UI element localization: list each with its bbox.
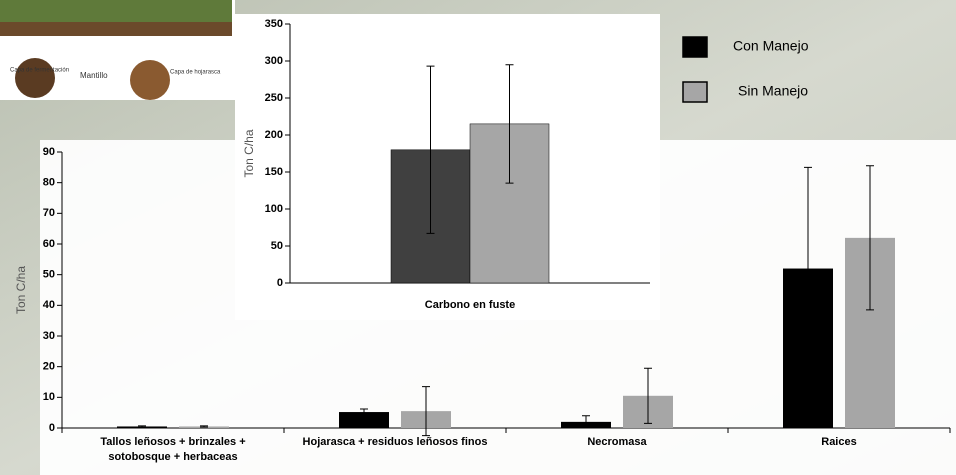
y-tick-label: 80 — [43, 177, 55, 189]
y-tick-label: 0 — [277, 277, 283, 289]
vegetation — [0, 0, 232, 22]
x-tick-label: Carbono en fuste — [425, 299, 515, 311]
x-tick-label: Necromasa — [587, 436, 647, 448]
y-tick-label: 70 — [43, 207, 55, 219]
x-tick-label: Tallos leñosos + brinzales + sotobosque +… — [100, 436, 245, 463]
y-tick-label: 100 — [265, 203, 283, 215]
y-tick-label: 350 — [265, 18, 283, 30]
y-tick-label: 50 — [43, 269, 55, 281]
y-tick-label: 250 — [265, 92, 283, 104]
y-tick-label: 30 — [43, 330, 55, 342]
x-tick-label: Raices — [821, 436, 856, 448]
error-bar — [138, 425, 146, 428]
error-bar — [360, 408, 368, 416]
y-tick-label: 300 — [265, 55, 283, 67]
error-bar — [644, 367, 652, 424]
legend-swatch — [682, 81, 708, 103]
y-tick-label: 0 — [49, 422, 55, 434]
bar — [339, 412, 389, 428]
layer-circle — [130, 60, 170, 100]
y-axis-label: Ton C/ha — [242, 129, 256, 177]
layer-circle — [15, 58, 55, 98]
x-tick-label: Hojarasca + residuos leñosos finos — [303, 436, 488, 448]
y-tick-label: 90 — [43, 146, 55, 158]
y-tick-label: 20 — [43, 361, 55, 373]
illustration: Capa de fermentación Mantillo Capa de ho… — [0, 0, 235, 100]
error-bar — [582, 415, 590, 429]
y-tick-label: 60 — [43, 238, 55, 250]
y-tick-label: 40 — [43, 299, 55, 311]
error-bar — [505, 64, 514, 184]
illustration-label: Capa de hojarasca — [170, 70, 221, 76]
error-bar — [866, 165, 874, 311]
legend-swatch — [682, 36, 708, 58]
error-bar — [426, 65, 435, 234]
y-tick-label: 200 — [265, 129, 283, 141]
error-bar — [804, 166, 812, 371]
error-bar — [422, 386, 430, 437]
illustration-label: Mantillo — [80, 71, 108, 80]
y-tick-label: 10 — [43, 391, 55, 403]
y-axis-label: Ton C/ha — [14, 266, 28, 314]
legend-label: Sin Manejo — [738, 83, 808, 99]
soil-layer — [0, 22, 232, 36]
legend-label: Con Manejo — [733, 38, 809, 54]
y-tick-label: 150 — [265, 166, 283, 178]
illustration-label: Capa de fermentación — [10, 68, 69, 74]
error-bar — [200, 425, 208, 428]
y-tick-label: 50 — [271, 240, 283, 252]
